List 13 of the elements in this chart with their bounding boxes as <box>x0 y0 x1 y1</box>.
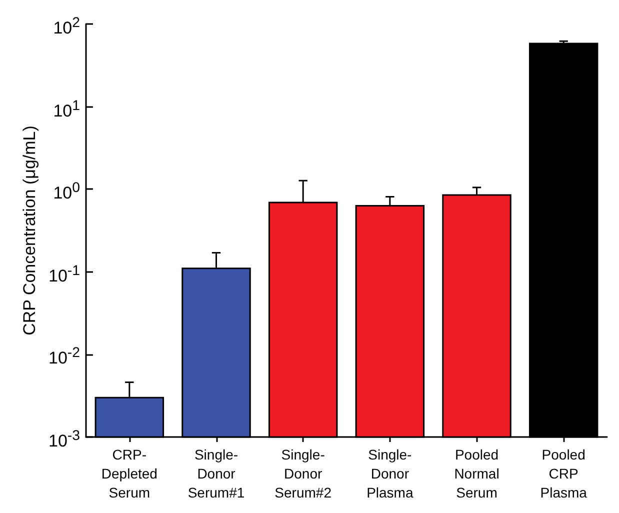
x-tick-label: CRP- Depleted Serum <box>101 446 158 500</box>
y-tick-label: 10$^{0}$ <box>53 179 80 204</box>
x-tick-label: Pooled CRP Plasma <box>540 446 588 500</box>
y-axis-title: CRP Concentration (μg/mL) <box>20 126 39 336</box>
y-tick-label: 10$^{-2}$ <box>48 344 80 370</box>
x-tick-label: Single- Donor Plasma <box>366 446 414 500</box>
y-tick-label: 10$^{-1}$ <box>48 262 80 286</box>
y-tick-label: 10$^{1}$ <box>53 96 80 122</box>
y-tick-label: 10$^{2}$ <box>53 14 80 39</box>
y-tick-label: 10$^{-3}$ <box>48 427 80 452</box>
x-tick-label: Pooled Normal Serum <box>454 446 500 500</box>
x-tick-label: Single- Donor Serum#2 <box>274 446 332 500</box>
x-tick-label: Single- Donor Serum#1 <box>188 446 245 500</box>
